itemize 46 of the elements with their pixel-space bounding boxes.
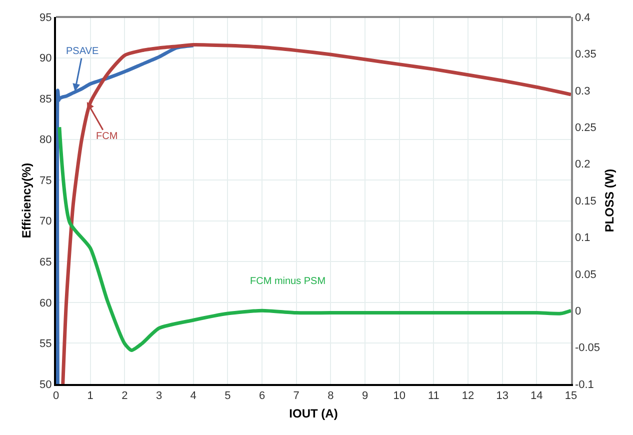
annotation: FCM [96,131,118,142]
x-tick-label: 4 [190,390,196,402]
y2-tick-label: 0.4 [574,12,590,24]
y2-axis-title: PLOSS (W) [602,168,616,232]
x-tick-label: 9 [362,390,368,402]
y2-tick-label: 0.2 [574,158,590,171]
y2-tick-label: 0.25 [574,122,596,134]
y2-tick-label: 0 [574,305,582,318]
x-tick-label: 11 [428,390,440,402]
x-tick-label: 0 [52,390,60,402]
x-tick-label: 15 [564,390,578,402]
y-tick-label: 60 [40,297,52,310]
y2-tick-label: -0.05 [574,342,600,354]
y-tick-label: 55 [40,338,52,350]
y2-tick-label: 0.3 [574,85,590,98]
y-tick-label: 90 [40,52,52,65]
y2-tick-label: 0.15 [574,195,596,208]
x-tick-label: 13 [496,390,508,402]
x-tick-label: 6 [258,390,266,402]
y-tick-label: 65 [40,256,52,269]
y-axis-title: Efficiency(%) [19,162,34,238]
y-tick-label: 95 [40,12,52,24]
x-tick-label: 10 [393,390,406,402]
x-tick-label: 2 [122,390,128,402]
x-tick-label: 1 [87,390,94,402]
x-axis-title: IOUT (A) [289,406,338,421]
y-tick-label: 75 [40,174,52,187]
line-series [61,42,571,384]
y2-tick-label: -0.1 [574,378,594,391]
y-tick-label: 80 [40,134,52,146]
y-tick-label: 70 [40,216,52,228]
y2-tick-label: 0.35 [574,48,596,61]
x-tick-label: 8 [328,390,334,402]
y-tick-label: 50 [40,378,52,391]
x-tick-label: 3 [156,390,162,402]
y-tick-label: 85 [40,93,52,106]
annotation: FCM minus PSM [250,276,326,287]
x-tick-label: 12 [462,390,474,402]
annotation: PSAVE [66,46,99,57]
y2-tick-label: 0.1 [574,232,590,244]
x-tick-label: 14 [530,390,543,402]
line-series [56,44,196,384]
y2-tick-label: 0.05 [574,268,596,281]
x-tick-label: 7 [293,390,300,402]
x-tick-label: 5 [224,390,231,402]
line-series [58,125,571,352]
